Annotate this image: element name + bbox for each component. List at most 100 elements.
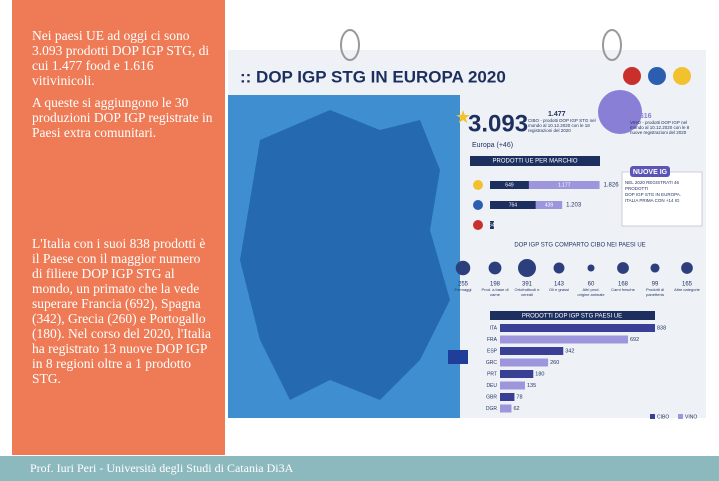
left-panel: Nei paesi UE ad oggi ci sono 3.093 prodo… <box>12 0 225 455</box>
legend-label: CIBO <box>657 414 669 420</box>
country-label: ITA <box>490 325 498 331</box>
wine-value: 1.616 <box>634 113 652 120</box>
bar-label: 649 <box>505 182 514 188</box>
bar-segment <box>535 201 563 209</box>
paragraph: A queste si aggiungono le 30 produzioni … <box>32 95 213 140</box>
bar-label: 64 <box>489 222 495 228</box>
new-ig-text: NEL 2020 REGISTRATI 46 PRODOTTI DOP IGP S… <box>625 180 687 204</box>
bar-total: 1.203 <box>566 203 582 209</box>
sector-label-box: Altri prod. origine animale <box>577 288 605 297</box>
country-label: FRA <box>487 337 498 343</box>
bar-segment <box>490 201 536 209</box>
country-label: ESP <box>487 348 498 354</box>
country-label: DGR <box>486 406 498 412</box>
legend-label: VINO <box>685 414 697 420</box>
sector-label-box: Altre categorie <box>674 288 700 292</box>
country-bar <box>500 393 515 401</box>
section-header <box>470 156 600 166</box>
section-header <box>490 311 655 320</box>
sector-circle <box>681 262 693 274</box>
sector-label: Prod. a base di carne <box>481 288 509 297</box>
country-label: GBR <box>486 394 497 400</box>
sector-label-box: Prodotti di panetteria <box>646 288 664 296</box>
country-value: 838 <box>657 325 666 331</box>
country-value: 135 <box>527 383 536 389</box>
sector-circle <box>650 263 660 273</box>
paragraph: Nei paesi UE ad oggi ci sono 3.093 prodo… <box>32 28 210 88</box>
sector-label: Formaggi <box>454 288 472 292</box>
star: ★ <box>455 107 471 127</box>
country-bar <box>500 324 655 332</box>
country-label: PRT <box>487 371 497 377</box>
wine-circle <box>598 90 642 134</box>
bar-total: 1.826 <box>604 183 620 189</box>
bar-label: 439 <box>545 202 554 208</box>
new-ig-line: NEL 2020 REGISTRATI 46 PRODOTTI <box>625 180 680 191</box>
wine-label: VINO - prodotti DOP IGP nel mondo al 10.… <box>630 120 690 135</box>
sector-label-box: Prod. a base di carne <box>481 288 509 297</box>
section-title: PRODOTTI UE PER MARCHIO <box>492 159 577 165</box>
country-value: 62 <box>513 406 519 412</box>
country-bar <box>500 347 564 355</box>
sector-circle <box>518 259 536 277</box>
sector-value: 391 <box>522 282 533 288</box>
new-ig-title: NUOVE IG <box>633 169 668 176</box>
sector-circle <box>455 260 471 276</box>
sector-label-box: Oli e grassi <box>549 288 569 292</box>
logo <box>673 67 691 85</box>
legend-swatch <box>678 414 683 419</box>
new-ig-line: DOP IGP STG IN EUROPA. ITALIA PRIMA CON … <box>625 192 682 203</box>
sector-value: 198 <box>490 282 501 288</box>
mark-icon <box>473 200 483 210</box>
country-label: DEU <box>486 383 497 389</box>
new-ig-pill <box>630 166 670 177</box>
bar-label: 1.177 <box>558 182 571 188</box>
sector-circle <box>587 264 595 272</box>
sector-value: 255 <box>458 282 469 288</box>
bar-segment <box>490 181 529 189</box>
food-value: 1.477 <box>548 111 566 118</box>
country-bar <box>500 381 525 390</box>
infographic: :: DOP IGP STG IN EUROPA 2020 ★ 3.093 Eu… <box>228 29 706 420</box>
legend-swatch <box>650 414 655 419</box>
eu-flag <box>448 350 468 364</box>
logo <box>648 67 666 85</box>
sector-value: 168 <box>618 282 629 288</box>
sector-value: 165 <box>682 282 693 288</box>
country-value: 78 <box>516 394 522 400</box>
sector-label: Altri prod. origine animale <box>577 288 605 297</box>
sector-label: Carni fresche <box>611 288 635 292</box>
total-label: Europa (+46) <box>472 142 513 149</box>
country-bar <box>500 370 534 378</box>
title: :: DOP IGP STG IN EUROPA 2020 <box>240 67 506 86</box>
section-title: DOP IGP STG COMPARTO CIBO NEI PAESI UE <box>514 243 645 249</box>
sector-value: 99 <box>652 282 659 288</box>
total-value: 3.093 <box>468 110 528 137</box>
food-label: CIBO - prodotti DOP IGP STG nel mondo al… <box>528 118 596 133</box>
bar-segment <box>528 181 600 189</box>
sector-circle <box>617 262 629 274</box>
sector-value: 60 <box>588 282 595 288</box>
mark-icon <box>473 220 483 230</box>
sector-circle <box>553 262 565 274</box>
country-value: 342 <box>565 348 574 354</box>
sector-circle <box>488 261 502 275</box>
logo <box>623 67 641 85</box>
country-bar <box>500 335 628 344</box>
sector-value: 143 <box>554 282 565 288</box>
country-bar <box>500 404 512 413</box>
country-label: GRC <box>486 360 498 366</box>
sector-label: Altre categorie <box>674 288 700 292</box>
new-ig-box <box>621 171 703 227</box>
sector-label-box: Ortofrutticoli e cereali <box>514 288 540 297</box>
map-shape <box>240 110 450 400</box>
country-value: 260 <box>550 360 559 366</box>
sector-label: Ortofrutticoli e cereali <box>514 288 540 297</box>
paragraph: L'Italia con i suoi 838 prodotti è il Pa… <box>32 236 212 386</box>
binder-ring <box>602 29 622 61</box>
binder-ring <box>340 29 360 61</box>
mark-icon <box>473 180 483 190</box>
country-value: 180 <box>535 371 544 377</box>
country-value: 692 <box>630 337 639 343</box>
